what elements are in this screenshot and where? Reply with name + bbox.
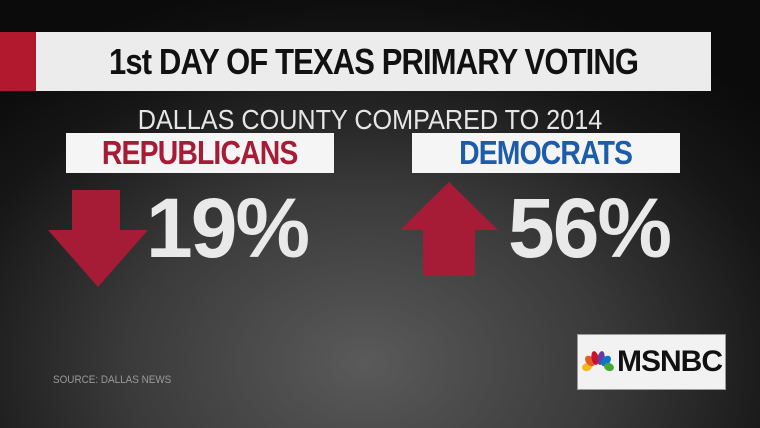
- republicans-label: REPUBLICANS: [102, 134, 298, 171]
- democrats-change: 56%: [508, 181, 672, 275]
- republicans-label-box: REPUBLICANS: [66, 133, 334, 173]
- title: 1st DAY OF TEXAS PRIMARY VOTING: [108, 40, 639, 82]
- source-text: SOURCE: DALLAS NEWS: [53, 374, 172, 386]
- title-bar: 1st DAY OF TEXAS PRIMARY VOTING: [36, 32, 711, 91]
- arrow-up-icon: [400, 182, 498, 276]
- republicans-change: 19%: [146, 181, 310, 275]
- arrow-down-icon: [48, 190, 148, 287]
- logo-text: MSNBC: [617, 345, 723, 378]
- subtitle: DALLAS COUNTY COMPARED TO 2014: [137, 104, 603, 135]
- democrats-label: DEMOCRATS: [459, 134, 633, 171]
- msnbc-logo: MSNBC: [577, 334, 726, 390]
- title-accent-block: [0, 32, 36, 91]
- peacock-icon: [582, 351, 614, 372]
- democrats-label-box: DEMOCRATS: [412, 133, 680, 173]
